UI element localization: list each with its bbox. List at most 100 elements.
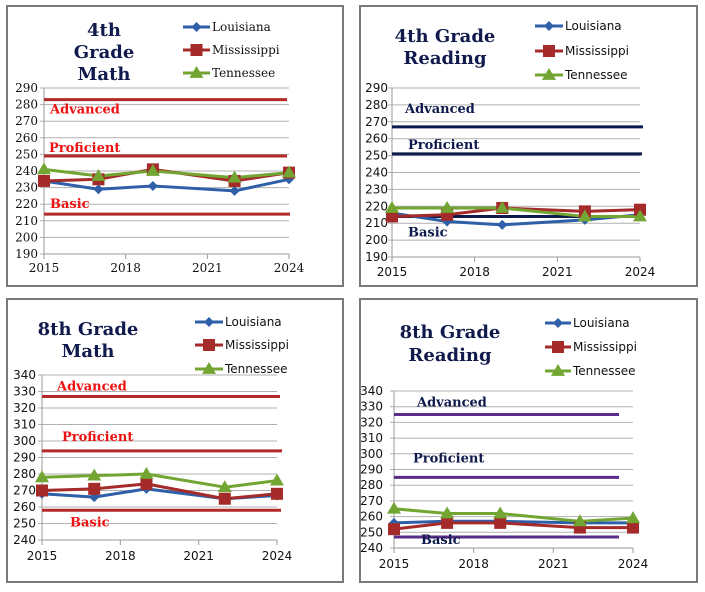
data-point-tennessee <box>385 200 399 213</box>
legend-label: Tennessee <box>212 66 275 80</box>
data-point-tennessee <box>37 162 51 175</box>
data-point-tennessee <box>282 165 296 178</box>
y-tick-label: 240 <box>15 164 38 178</box>
x-tick-label: 2018 <box>110 261 141 275</box>
x-tick-label: 2021 <box>183 549 214 563</box>
legend-marker-triangle-icon <box>202 362 216 374</box>
data-point-tennessee <box>139 467 154 479</box>
data-point-louisiana <box>229 185 240 196</box>
legend-item-louisiana: Louisiana <box>545 316 630 330</box>
y-tick-label: 330 <box>13 385 36 399</box>
chart-title-line: 4th Grade <box>395 26 496 47</box>
data-point-louisiana <box>147 180 158 191</box>
data-point-mississippi <box>627 521 639 534</box>
data-point-mississippi <box>38 174 50 187</box>
legend-marker-triangle-icon <box>551 364 565 376</box>
y-tick-label: 220 <box>365 199 388 213</box>
y-tick-label: 260 <box>15 131 38 145</box>
y-tick-label: 320 <box>13 401 36 415</box>
data-point-mississippi <box>36 484 48 497</box>
x-tick-label: 2015 <box>379 557 410 571</box>
chart-title-line: Math <box>78 64 131 85</box>
legend-marker-square-icon <box>543 45 555 57</box>
y-tick-label: 210 <box>15 214 38 228</box>
data-point-mississippi <box>140 477 153 490</box>
data-point-tennessee <box>270 473 284 486</box>
x-tick-label: 2024 <box>625 265 656 279</box>
data-point-louisiana <box>93 184 104 195</box>
level-label-basic: Basic <box>408 225 448 240</box>
legend-item-mississippi: Mississippi <box>545 340 637 354</box>
legend-label: Mississippi <box>573 340 637 354</box>
legend-item-tennessee: Tennessee <box>545 364 636 378</box>
y-tick-label: 280 <box>13 467 36 481</box>
x-tick-label: 2015 <box>377 265 408 279</box>
y-tick-label: 290 <box>365 81 388 95</box>
y-tick-label: 270 <box>15 114 38 128</box>
legend-label: Tennessee <box>564 68 628 82</box>
data-point-mississippi <box>386 210 398 223</box>
y-tick-label: 340 <box>13 368 36 382</box>
level-label-basic: Basic <box>421 533 461 548</box>
y-tick-label: 330 <box>360 400 383 414</box>
legend-item-tennessee: Tennessee <box>535 68 628 82</box>
chart-title-line: Reading <box>403 48 487 69</box>
legend-marker-triangle-icon <box>189 66 204 78</box>
data-point-tennessee <box>495 200 510 213</box>
data-point-tennessee <box>227 170 242 183</box>
data-point-tennessee <box>387 501 401 514</box>
y-tick-label: 280 <box>365 98 388 112</box>
legend-label: Louisiana <box>573 316 630 330</box>
y-tick-label: 280 <box>360 478 383 492</box>
y-tick-label: 260 <box>360 510 383 524</box>
x-tick-label: 2015 <box>29 261 60 275</box>
y-tick-label: 250 <box>365 149 388 163</box>
legend-marker-diamond-icon <box>553 318 563 328</box>
y-tick-label: 240 <box>13 533 36 547</box>
legend-marker-diamond-icon <box>191 22 202 32</box>
y-tick-label: 270 <box>365 115 388 129</box>
y-tick-label: 250 <box>15 147 38 161</box>
x-tick-label: 2018 <box>105 549 136 563</box>
level-label-proficient: Proficient <box>413 451 484 466</box>
y-tick-label: 240 <box>360 541 383 555</box>
y-tick-label: 280 <box>15 98 38 112</box>
chart-panel-grade8-reading <box>359 298 698 583</box>
data-point-mississippi <box>388 523 400 536</box>
chart-title-line: 4th <box>87 20 121 41</box>
data-point-tennessee <box>577 209 592 222</box>
y-tick-label: 200 <box>365 233 388 247</box>
y-tick-label: 290 <box>15 81 38 95</box>
x-tick-label: 2024 <box>262 549 293 563</box>
data-point-tennessee <box>633 209 647 222</box>
x-tick-label: 2021 <box>192 261 223 275</box>
level-label-proficient: Proficient <box>408 138 479 153</box>
y-tick-label: 230 <box>365 182 388 196</box>
legend-item-louisiana: Louisiana <box>195 315 282 329</box>
data-point-tennessee <box>91 168 106 181</box>
chart-title-line: Math <box>62 341 115 362</box>
x-tick-label: 2018 <box>459 265 490 279</box>
data-point-mississippi <box>271 487 283 500</box>
level-label-basic: Basic <box>70 515 110 530</box>
y-tick-label: 310 <box>13 418 36 432</box>
legend-label: Mississippi <box>225 338 289 352</box>
y-tick-label: 190 <box>15 247 38 261</box>
chart-title-line: 8th Grade <box>38 319 139 340</box>
legend-item-mississippi: Mississippi <box>535 44 629 58</box>
data-point-mississippi <box>441 516 454 529</box>
legend-label: Tennessee <box>224 362 288 376</box>
x-tick-label: 2015 <box>27 549 58 563</box>
y-tick-label: 260 <box>365 132 388 146</box>
y-tick-label: 240 <box>365 166 388 180</box>
level-label-proficient: Proficient <box>49 141 120 156</box>
legend-item-mississippi: Mississippi <box>195 338 289 352</box>
y-tick-label: 250 <box>13 517 36 531</box>
chart-panel-grade4-math <box>6 5 344 287</box>
legend-item-louisiana: Louisiana <box>535 19 622 33</box>
y-tick-label: 250 <box>360 525 383 539</box>
legend-label: Mississippi <box>565 44 629 58</box>
legend-item-tennessee: Tennessee <box>195 362 288 376</box>
